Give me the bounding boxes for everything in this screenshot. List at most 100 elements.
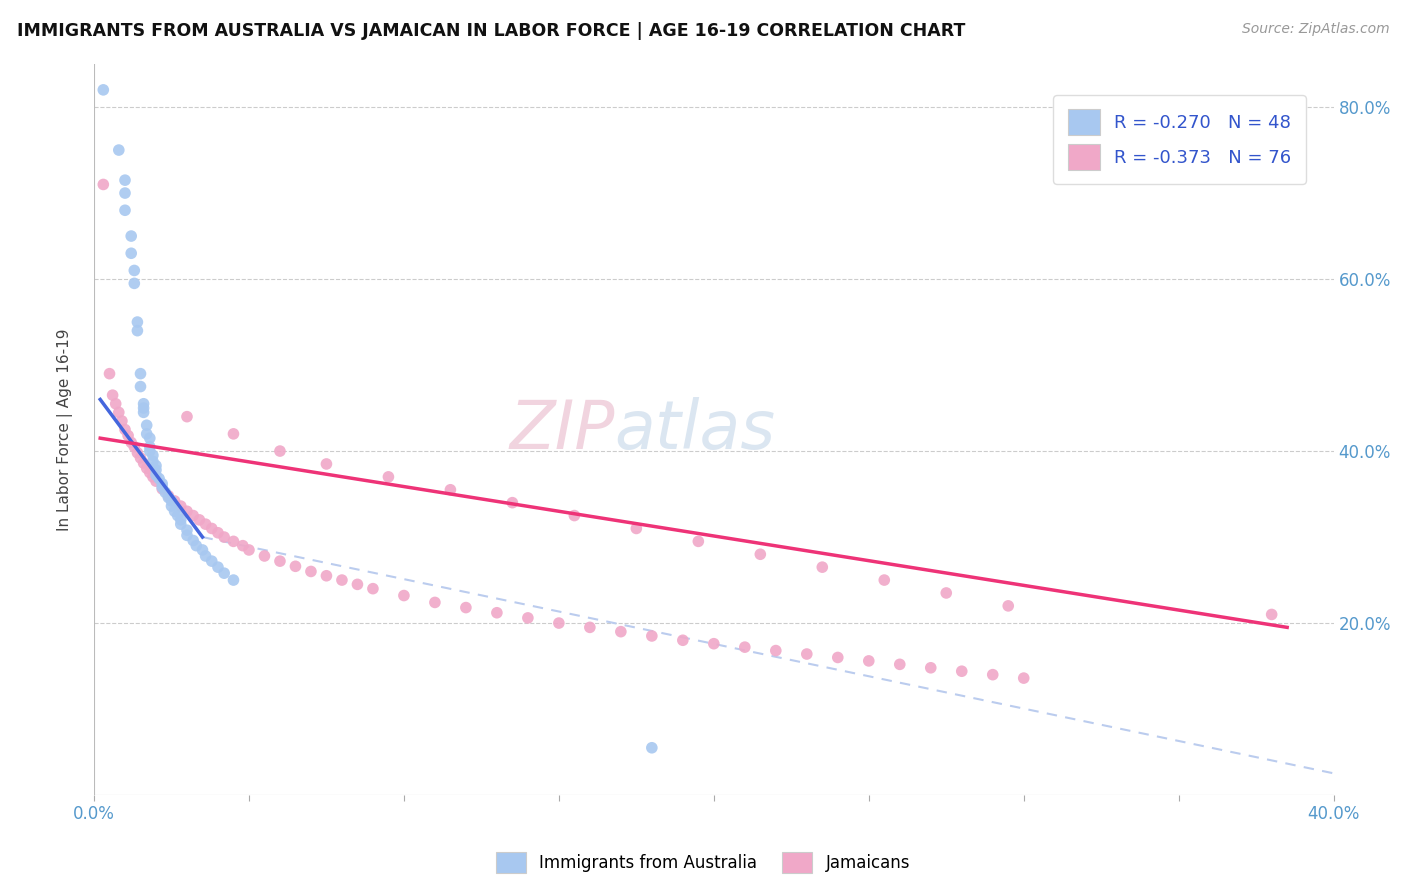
- Point: [107, 143, 129, 157]
- Point: [950, 664, 973, 678]
- Point: [672, 633, 695, 648]
- Point: [920, 661, 942, 675]
- Point: [889, 657, 911, 672]
- Point: [166, 508, 188, 523]
- Point: [176, 409, 198, 424]
- Point: [688, 534, 710, 549]
- Point: [610, 624, 633, 639]
- Point: [129, 450, 152, 465]
- Point: [238, 543, 260, 558]
- Point: [361, 582, 384, 596]
- Point: [501, 496, 523, 510]
- Point: [170, 499, 193, 513]
- Point: [194, 549, 217, 563]
- Point: [981, 667, 1004, 681]
- Point: [423, 595, 446, 609]
- Point: [212, 566, 235, 581]
- Point: [145, 458, 167, 473]
- Point: [129, 367, 152, 381]
- Point: [377, 470, 399, 484]
- Point: [120, 246, 142, 260]
- Point: [201, 521, 224, 535]
- Point: [145, 474, 167, 488]
- Point: [564, 508, 586, 523]
- Point: [181, 508, 204, 523]
- Y-axis label: In Labor Force | Age 16-19: In Labor Force | Age 16-19: [58, 328, 73, 531]
- Point: [222, 426, 245, 441]
- Point: [157, 491, 180, 505]
- Point: [269, 444, 291, 458]
- Point: [579, 620, 602, 634]
- Point: [160, 494, 183, 508]
- Point: [186, 539, 208, 553]
- Point: [91, 178, 114, 192]
- Point: [392, 589, 415, 603]
- Point: [439, 483, 461, 497]
- Point: [485, 606, 508, 620]
- Point: [139, 431, 162, 445]
- Point: [315, 457, 337, 471]
- Point: [124, 277, 146, 291]
- Point: [142, 448, 165, 462]
- Point: [132, 405, 155, 419]
- Legend: R = -0.270   N = 48, R = -0.373   N = 76: R = -0.270 N = 48, R = -0.373 N = 76: [1053, 95, 1306, 184]
- Point: [330, 573, 353, 587]
- Point: [626, 521, 648, 535]
- Point: [150, 476, 173, 491]
- Point: [114, 203, 136, 218]
- Point: [139, 440, 162, 454]
- Point: [516, 611, 538, 625]
- Point: [641, 629, 664, 643]
- Point: [997, 599, 1019, 613]
- Point: [98, 367, 121, 381]
- Point: [284, 559, 307, 574]
- Point: [117, 428, 139, 442]
- Point: [135, 418, 157, 433]
- Point: [163, 494, 186, 508]
- Text: Source: ZipAtlas.com: Source: ZipAtlas.com: [1241, 22, 1389, 37]
- Point: [641, 740, 664, 755]
- Point: [160, 499, 183, 513]
- Point: [114, 423, 136, 437]
- Point: [163, 504, 186, 518]
- Point: [212, 530, 235, 544]
- Point: [315, 568, 337, 582]
- Point: [207, 560, 229, 574]
- Point: [299, 565, 322, 579]
- Point: [145, 468, 167, 483]
- Point: [91, 83, 114, 97]
- Point: [191, 543, 214, 558]
- Point: [935, 586, 957, 600]
- Point: [139, 444, 162, 458]
- Point: [222, 534, 245, 549]
- Point: [124, 440, 146, 454]
- Point: [811, 560, 834, 574]
- Point: [135, 461, 157, 475]
- Point: [170, 517, 193, 532]
- Point: [148, 472, 170, 486]
- Point: [232, 539, 254, 553]
- Point: [142, 470, 165, 484]
- Text: IMMIGRANTS FROM AUSTRALIA VS JAMAICAN IN LABOR FORCE | AGE 16-19 CORRELATION CHA: IMMIGRANTS FROM AUSTRALIA VS JAMAICAN IN…: [17, 22, 966, 40]
- Point: [142, 454, 165, 468]
- Text: ZIP: ZIP: [509, 397, 614, 463]
- Point: [150, 480, 173, 494]
- Point: [253, 549, 276, 563]
- Point: [547, 616, 569, 631]
- Point: [132, 456, 155, 470]
- Point: [749, 547, 772, 561]
- Point: [181, 533, 204, 548]
- Point: [873, 573, 896, 587]
- Point: [135, 426, 157, 441]
- Point: [150, 482, 173, 496]
- Point: [176, 528, 198, 542]
- Point: [176, 523, 198, 537]
- Point: [207, 525, 229, 540]
- Point: [107, 405, 129, 419]
- Point: [124, 263, 146, 277]
- Point: [201, 554, 224, 568]
- Point: [170, 513, 193, 527]
- Legend: Immigrants from Australia, Jamaicans: Immigrants from Australia, Jamaicans: [489, 846, 917, 880]
- Point: [114, 173, 136, 187]
- Point: [346, 577, 368, 591]
